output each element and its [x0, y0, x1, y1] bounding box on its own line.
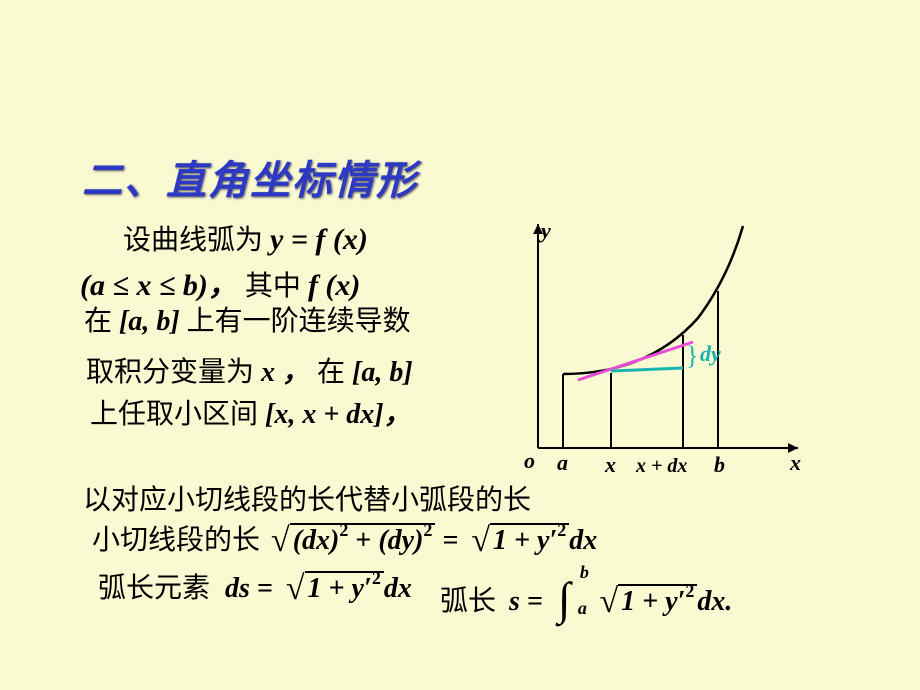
interval: [x, x + dx]， — [265, 399, 412, 430]
line-6: 以对应小切线段的长代替小弧段的长 — [83, 478, 531, 518]
ds: ds = — [225, 573, 273, 604]
dy-brace: } — [686, 341, 698, 370]
xdx-tick: x + dx — [635, 455, 687, 477]
txt: 上任取小区间 — [90, 399, 258, 430]
txt: 在 — [84, 306, 112, 337]
chord-line — [611, 368, 683, 371]
txt2: 上有一阶连续导数 — [187, 306, 411, 337]
line-1: 设曲线弧为 y = f (x) — [123, 218, 368, 258]
section-title: 二、直角坐标情形 — [82, 148, 418, 206]
x-tick: x — [604, 452, 616, 477]
integral: ∫ b a — [558, 568, 571, 621]
eq: = — [442, 525, 458, 556]
a-tick: a — [557, 450, 568, 475]
line-4: 取积分变量为 x ， 在 [a, b] — [86, 350, 413, 390]
txt2: 在 — [317, 357, 345, 388]
origin-label: o — [524, 448, 535, 473]
dx: dx. — [697, 586, 732, 617]
line-3: 在 [a, b] 上有一阶连续导数 — [84, 299, 411, 339]
txt: 取积分变量为 — [86, 357, 254, 388]
txt: 设曲线弧为 — [123, 225, 263, 256]
formula-dx-dy: √(dx)2 + (dy)2 — [271, 520, 435, 558]
formula-yprime: √1 + y′2 — [471, 520, 569, 558]
line-9: 弧长 s = ∫ b a √1 + y′2 dx. — [440, 568, 732, 621]
ineq: (a ≤ x ≤ b)， — [80, 269, 238, 302]
formula-ds: √1 + y′2 — [286, 568, 384, 606]
ab: [a, b] — [119, 306, 180, 337]
formula-s: √1 + y′2 — [599, 581, 697, 619]
ab2: [a, b] — [352, 357, 413, 388]
fx: f (x) — [308, 269, 360, 302]
eq: y = f (x) — [270, 223, 368, 256]
x: x ， — [261, 357, 310, 388]
tangent-line — [578, 342, 693, 380]
x-label: x — [789, 450, 801, 475]
label: 小切线段的长 — [92, 525, 260, 556]
txt: 其中 — [245, 271, 301, 302]
b-tick: b — [714, 452, 725, 477]
line-5: 上任取小区间 [x, x + dx]， — [90, 392, 412, 432]
line-8: 弧长元素 ds = √1 + y′2 dx — [98, 566, 412, 606]
dy-label: dy — [700, 341, 721, 366]
dx: dx — [384, 573, 412, 604]
line-7: 小切线段的长 √(dx)2 + (dy)2 = √1 + y′2 dx — [92, 518, 597, 558]
txt: 以对应小切线段的长代替小弧段的长 — [83, 485, 531, 516]
label: 弧长 — [440, 586, 496, 617]
dx: dx — [569, 525, 597, 556]
label: 弧长元素 — [98, 573, 210, 604]
s-eq: s = — [509, 586, 543, 617]
line-2: (a ≤ x ≤ b)， 其中 f (x) — [80, 260, 360, 304]
arc-length-diagram: } dy y x o a x x + dx b — [518, 218, 804, 486]
